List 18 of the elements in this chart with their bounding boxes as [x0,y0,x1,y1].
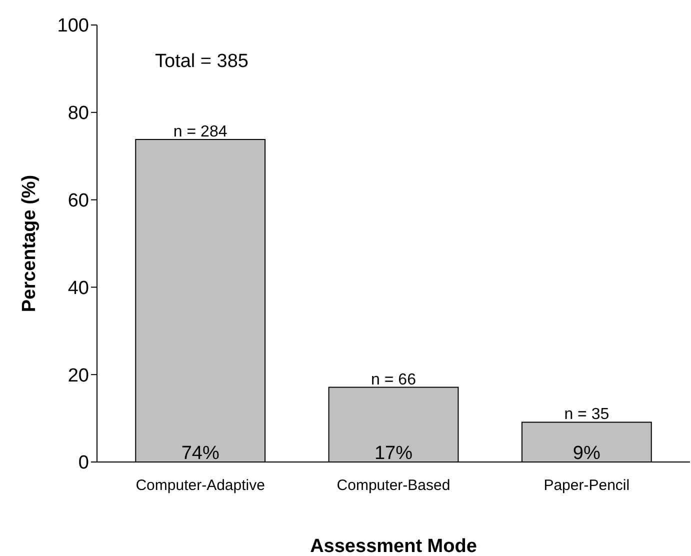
x-tick-label: Paper-Pencil [544,477,630,494]
y-axis-title: Percentage (%) [19,174,40,312]
x-axis-title: Assessment Mode [310,536,477,556]
y-tick-label: 20 [68,365,89,386]
x-tick-label: Computer-Based [336,477,450,494]
y-tick-label: 100 [57,16,89,37]
y-tick-label: 0 [78,452,89,474]
annotation: n = 284 [173,123,228,140]
data-label: 9% [572,443,600,464]
data-label: 74% [181,443,220,464]
data-label: 17% [374,443,413,464]
y-tick-label: 60 [68,190,89,212]
x-tick-label: Computer-Adaptive [136,477,265,494]
annotation: n = 66 [371,371,416,388]
y-tick-label: 80 [68,103,89,124]
annotation: Total = 385 [155,51,248,72]
annotation: n = 35 [564,406,610,424]
y-tick-label: 40 [68,278,89,299]
